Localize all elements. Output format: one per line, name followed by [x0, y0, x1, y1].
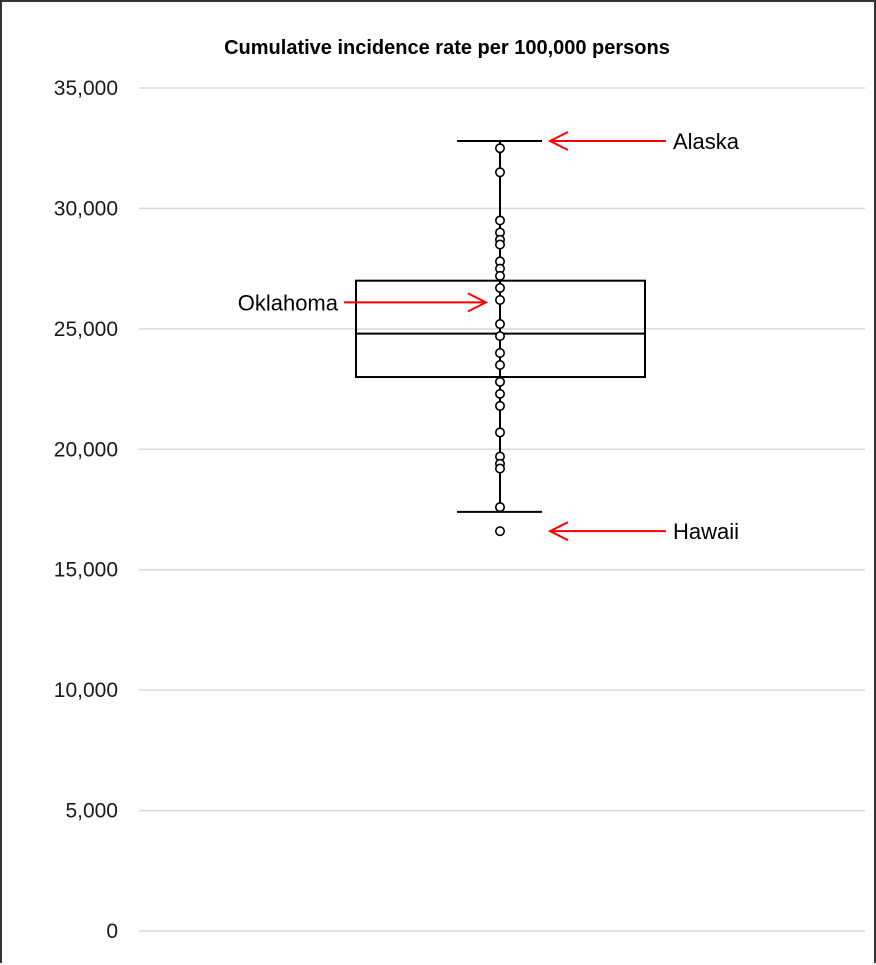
data-point: [494, 376, 505, 387]
annotation-arrowhead: [547, 521, 569, 542]
data-point: [494, 294, 505, 305]
y-tick-label: 5,000: [65, 800, 118, 823]
annotation-label: Oklahoma: [238, 290, 339, 315]
annotation-arrowhead: [547, 131, 569, 151]
data-point: [494, 526, 505, 537]
y-tick-label: 20,000: [54, 438, 118, 461]
data-point: [494, 319, 505, 330]
y-axis-tick-labels: 0 5,000 10,000 15,000 20,000 25,000 30,000 35,0…: [54, 77, 118, 943]
y-tick-label: 15,000: [54, 559, 118, 582]
y-tick-label: 10,000: [54, 679, 118, 702]
annotation-arrowhead: [467, 292, 489, 313]
data-point: [494, 143, 505, 154]
annotations: Alaska Oklahoma Hawaii: [238, 129, 740, 544]
y-tick-label: 25,000: [54, 318, 118, 341]
data-point: [494, 215, 505, 226]
annotation-label: Hawaii: [673, 519, 739, 544]
data-point: [494, 400, 505, 411]
y-tick-label: 30,000: [54, 197, 118, 220]
data-point: [494, 427, 505, 438]
data-point: [494, 331, 505, 342]
data-point: [494, 359, 505, 370]
data-point: [494, 282, 505, 293]
data-point: [494, 270, 505, 281]
data-point: [494, 388, 505, 399]
data-point: [494, 347, 505, 358]
y-tick-label: 0: [106, 920, 118, 943]
data-point: [494, 463, 505, 474]
data-points: [494, 143, 505, 537]
data-point: [494, 502, 505, 513]
chart-title: Cumulative incidence rate per 100,000 pe…: [224, 37, 670, 59]
y-tick-label: 35,000: [54, 77, 118, 100]
gridlines: [139, 87, 865, 932]
data-point: [494, 167, 505, 178]
annotation-label: Alaska: [673, 129, 740, 154]
data-point: [494, 239, 505, 250]
